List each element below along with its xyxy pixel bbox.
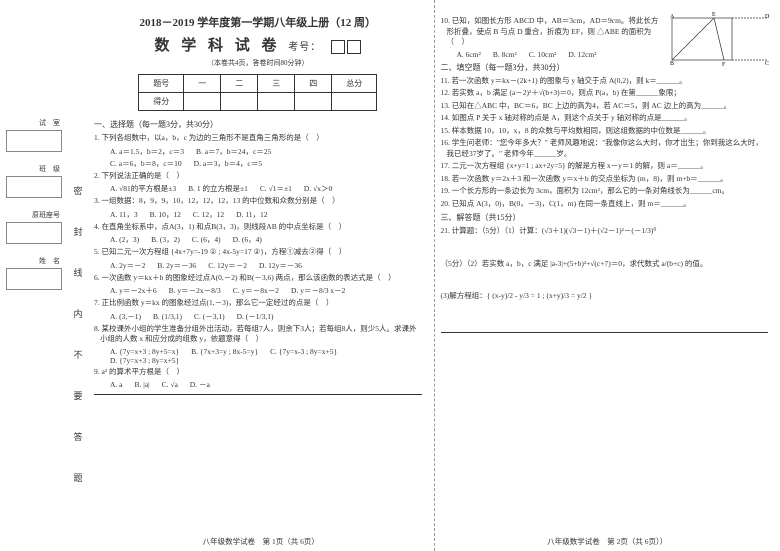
q8: 8. 某校课外小组的学生准备分组外出活动，若每组7人，则余下3人；若每组8人，则…: [94, 324, 422, 345]
q3: 3. 一组数据：8，9，9，10，12，12，12，13 的中位数和众数分别是（…: [94, 196, 422, 207]
label-seat: 原班座号: [4, 210, 64, 220]
q20: 20. 已知点 A(3，0)，B(0，－3)，C(1，m) 在同一条直线上，则 …: [441, 199, 769, 210]
svg-text:F: F: [722, 62, 726, 68]
q6-opts: A. y＝－2x＋6B. y＝－2x－8/3C. y＝－8x－2D. y＝－8/…: [94, 285, 422, 296]
label-room: 试 室: [4, 118, 64, 128]
q2-opts: A. √81的平方根是±3B. 1 的立方根是±1C. √1＝±1D. √x＞0: [94, 183, 422, 194]
q16: 16. 学生问老师："您今年多大？" 老师风趣地说："我像你这么大时，你才出生；…: [441, 138, 769, 159]
q8-opts: A. {7y=x+3 ; 8y+5=x}B. {7x+3=y ; 8x-5=y}…: [94, 347, 422, 365]
score-table: 题号 一 二 三 四 总分 得分: [138, 74, 377, 111]
q21-1: 21. 计算题：（5分）（1）计算：(√3＋1)(√3－1)＋(√2－1)²－(…: [441, 226, 769, 237]
exam-title-2: 数 学 科 试 卷 考号：: [94, 34, 422, 55]
q18: 18. 若一次函数 y＝2x＋3 和一次函数 y＝x＋b 的交点坐标为 (m，8…: [441, 174, 769, 185]
page-rule: [94, 394, 422, 395]
q21-2: （5分）（2）若实数 a，b，c 满足 |a-3|+(5+b)²+√(c+7)＝…: [441, 259, 769, 270]
exam-id-box: [331, 40, 345, 54]
footer-1: 八年级数学试卷 第 1页（共 6页）: [88, 536, 434, 547]
label-class: 班 级: [4, 164, 64, 174]
q6: 6. 一次函数 y＝kx＋b 的图象经过点A(0,－2) 和B(－3,6) 两点…: [94, 273, 422, 284]
seal-line-text: 密 封 线 内 不 要 答 题: [68, 0, 88, 551]
q2: 2. 下列说法正确的是（ ）: [94, 171, 422, 182]
q9: 9. a² 的算术平方根是（ ）: [94, 367, 422, 378]
section-3-title: 三、解答题（共15分）: [441, 212, 769, 223]
q15: 15. 样本数据 10，10，x，8 的众数与平均数相同，则这组数据的中位数是_…: [441, 126, 769, 137]
box-room: [6, 130, 62, 152]
q5: 5. 已知二元一次方程组 {4x+7y=-19 ① ; 4x-5y=17 ②}，…: [94, 247, 422, 258]
svg-text:B: B: [670, 61, 674, 67]
q17: 17. 二元一次方程组 {x+y=1 ; ax+2y=5} 的解是方程 x－y＝…: [441, 161, 769, 172]
q4-opts: A. (2，3)B. (3，2)C. (6，4)D. (6，4): [94, 234, 422, 245]
q7-opts: A. (3,－1)B. (1/3,1)C. (－3,1)D. (－1/3,1): [94, 311, 422, 322]
q14: 14. 如图点 P 关于 x 轴对称的点是 A，则这个点关于 y 轴对称的点是_…: [441, 113, 769, 124]
box-class: [6, 176, 62, 198]
q4: 4. 在直角坐标系中，点A(3，1) 和点B(3，3)，则线段AB 的中点坐标是…: [94, 222, 422, 233]
svg-text:A: A: [670, 14, 675, 20]
q11: 11. 若一次函数 y＝kx－(2k+1) 的图象与 y 轴交于点 A(0,2)…: [441, 76, 769, 87]
q3-opts: A. 11，3B. 10，12C. 12，12D. 11，12: [94, 209, 422, 220]
q13: 13. 已知在△ABC 中，BC＝6，BC 上边的高为4，若 AC＝5，则 AC…: [441, 101, 769, 112]
svg-text:E: E: [712, 12, 716, 18]
section-1-title: 一、选择题（每一题3分，共30分）: [94, 119, 422, 130]
binding-sidebar: 试 室 班 级 原班座号 姓 名: [0, 0, 68, 551]
svg-text:C: C: [765, 61, 769, 67]
footer-2: 八年级数学试卷 第 2页（共 6页））: [435, 536, 780, 547]
q9-opts: A. aB. |a|C. √aD. －a: [94, 379, 422, 390]
q22: (3)解方程组：{ (x-y)/2 - y/3 = 1 ; (x+y)/3 = …: [441, 291, 769, 302]
svg-text:D: D: [765, 14, 770, 20]
page-rule: [441, 332, 769, 333]
exam-id-box: [347, 40, 361, 54]
exam-sub: （本卷共4页，答卷时间80分钟）: [94, 58, 422, 68]
q7: 7. 正比例函数 y＝kx 的图象经过点(1,－3)，那么它一定经过的点是（ ）: [94, 298, 422, 309]
box-seat: [6, 222, 62, 244]
page-1: 2018－2019 学年度第一学期八年级上册（12 周） 数 学 科 试 卷 考…: [88, 0, 435, 551]
label-name: 姓 名: [4, 256, 64, 266]
box-name: [6, 268, 62, 290]
q1: 1. 下列各组数中，以a，b，c 为边的三角形不是直角三角形的是（ ）: [94, 133, 422, 144]
geometry-figure: A B C D E F: [670, 10, 770, 68]
q12: 12. 若实数 a，b 满足 (a－2)²＋√(b+3)＝0，则点 P(a，b)…: [441, 88, 769, 99]
q5-opts: A. 2y＝－2B. 2y＝－36C. 12y＝－2D. 12y＝－36: [94, 260, 422, 271]
q19: 19. 一个长方形的一条边长为 3cm，面积为 12cm²，那么它的一条对角线长…: [441, 186, 769, 197]
q1-opts: A. a＝1.5，b＝2，c＝3B. a＝7，b＝24，c＝25: [94, 146, 422, 157]
page-2: A B C D E F 10. 已知，如图长方形 ABCD 中，AB＝3cm，A…: [435, 0, 780, 551]
exam-title-1: 2018－2019 学年度第一学期八年级上册（12 周）: [94, 14, 422, 30]
